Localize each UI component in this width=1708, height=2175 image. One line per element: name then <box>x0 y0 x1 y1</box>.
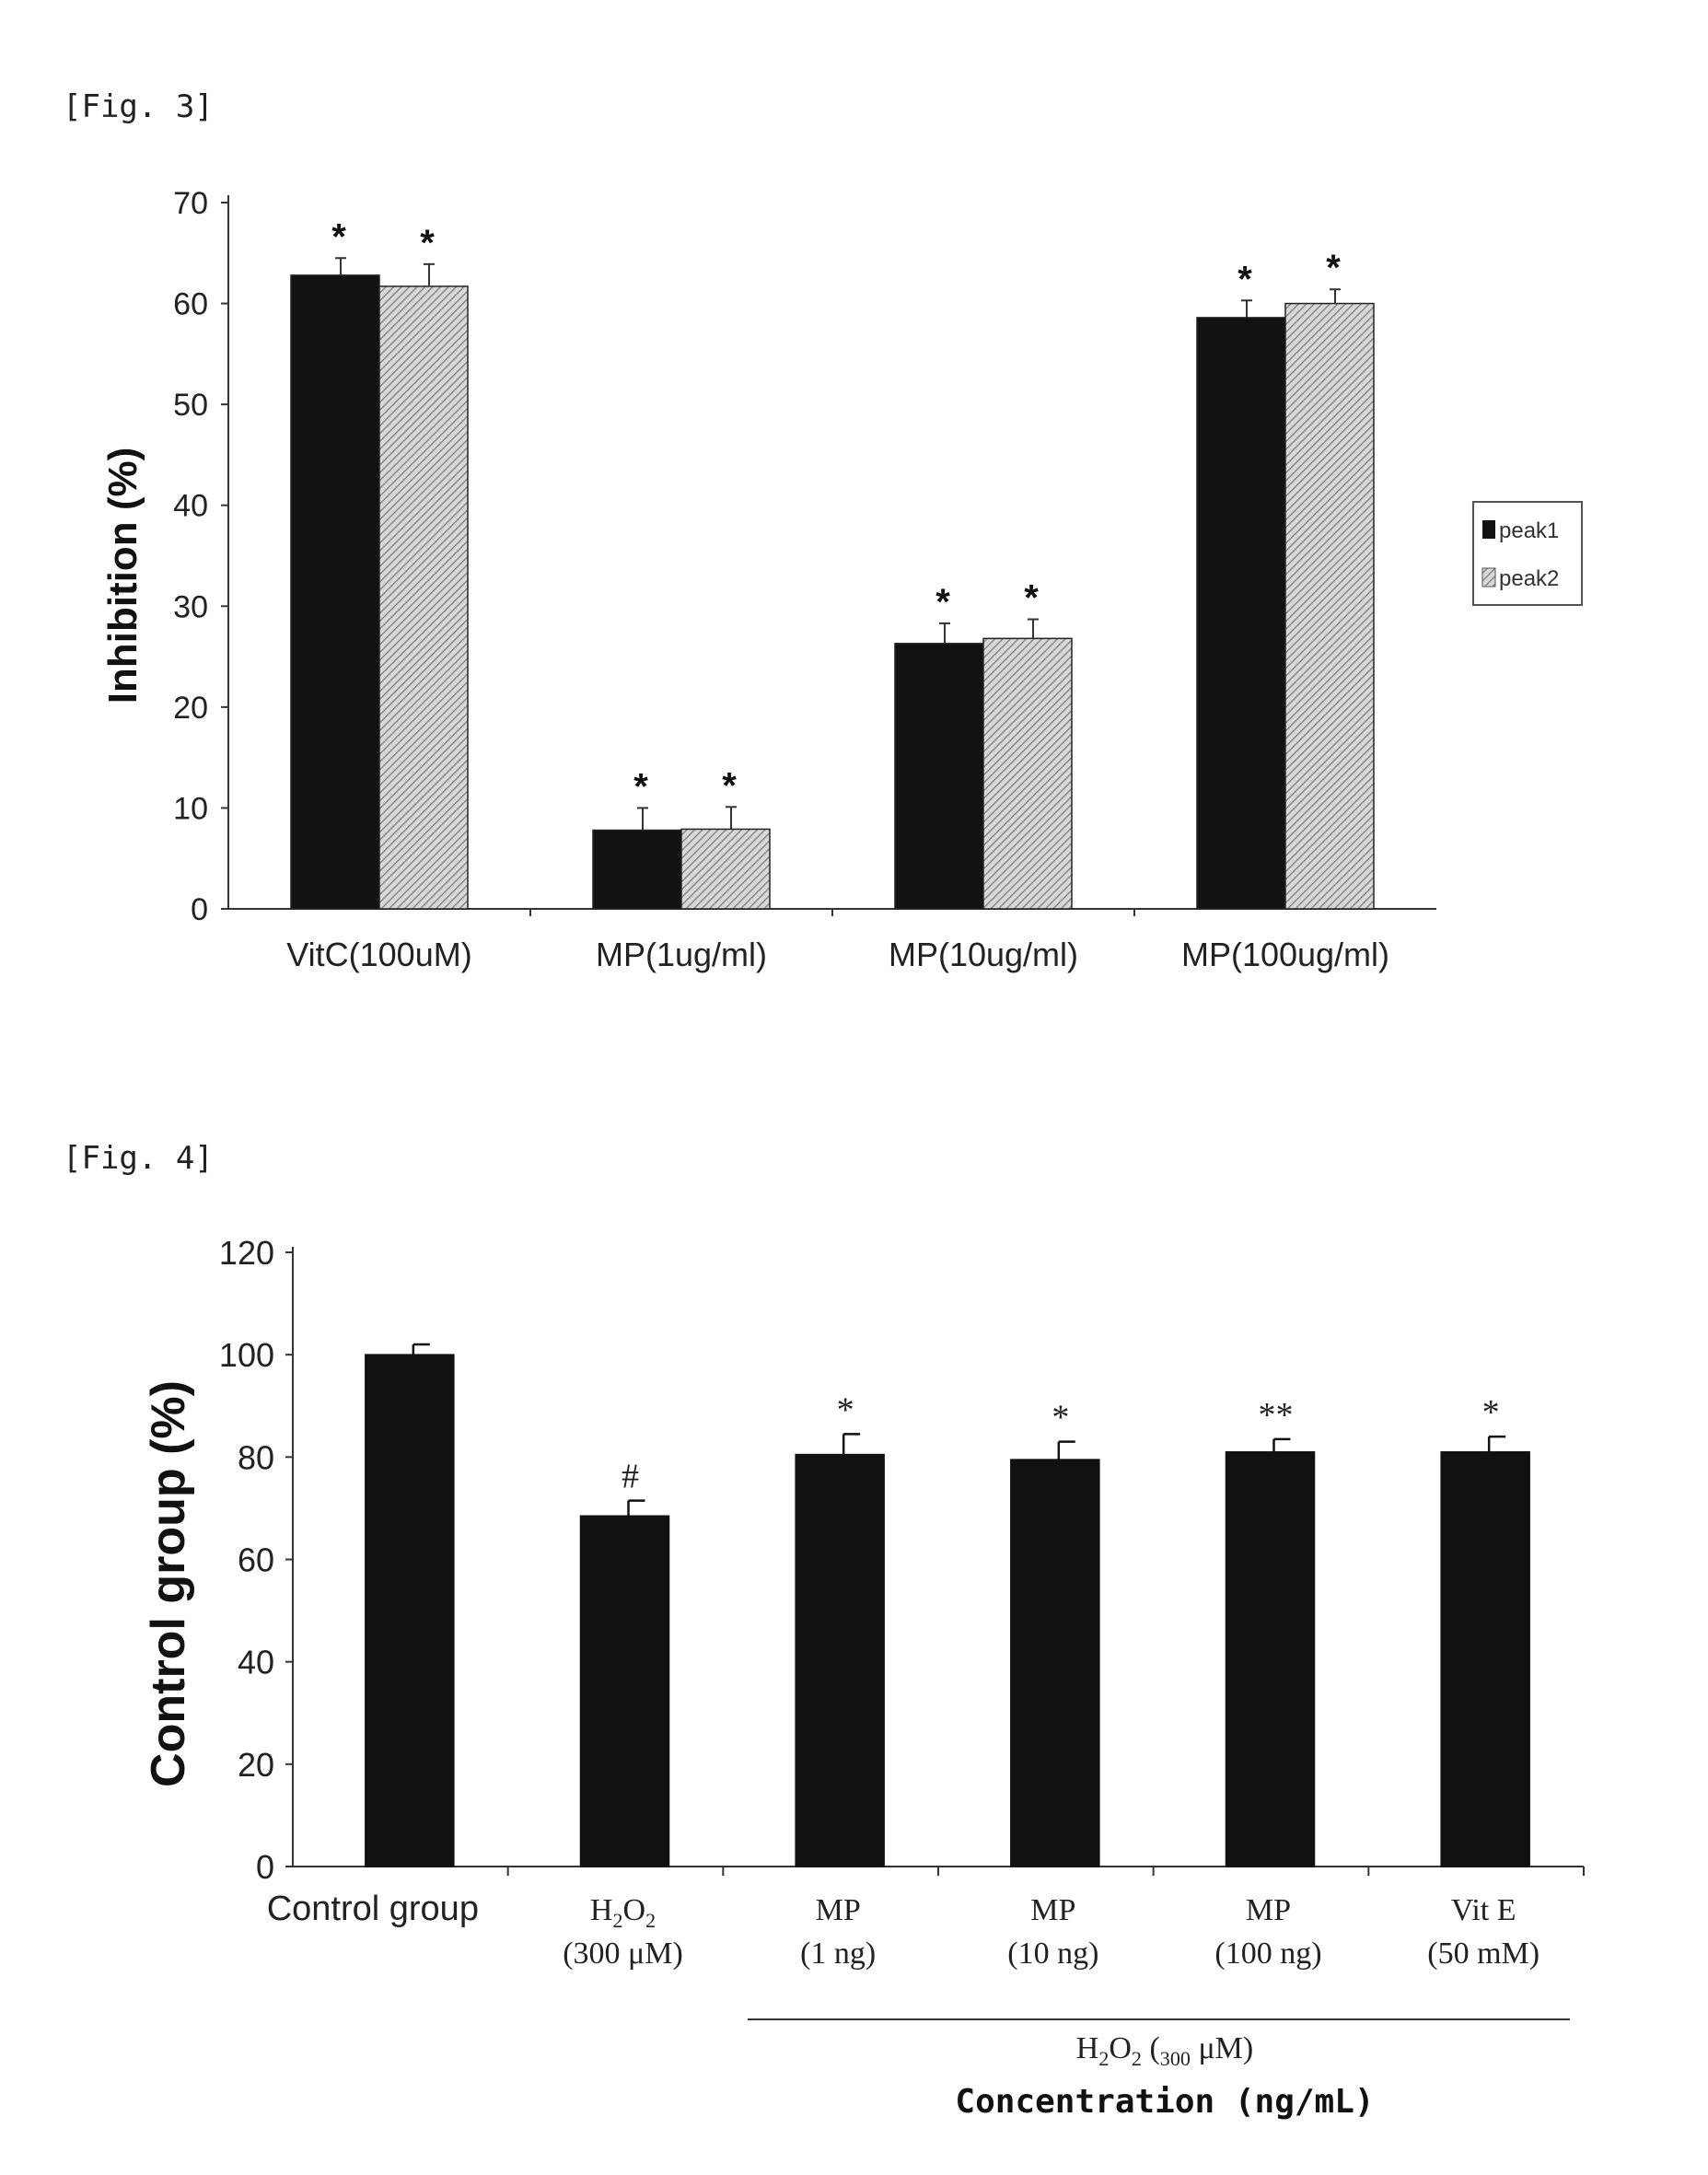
legend-label-peak2: peak2 <box>1499 566 1559 591</box>
fig3-chart: 0 10 20 30 40 50 60 70 VitC(100uM) * * MP(1ug/ml) * *… <box>0 0 1708 1059</box>
fig3-y-tick-label: 10 <box>173 791 208 826</box>
fig3-y-tick-label: 0 <box>191 892 208 927</box>
fig4-bar <box>1226 1452 1315 1867</box>
fig3-significance-mark: * <box>420 223 435 263</box>
fig4-category-sublabel: (1 ng) <box>800 1937 876 1971</box>
fig3-y-tick-label: 50 <box>173 388 208 423</box>
fig3-bar-peak2 <box>681 829 770 909</box>
fig4-group-label: H2​O2​ (300​ μM) <box>1076 2031 1253 2070</box>
fig3-y-axis-label: Inhibition (%) <box>100 448 145 704</box>
fig3-significance-mark: * <box>1326 248 1341 288</box>
fig3-category-label: MP(10ug/ml) <box>889 936 1078 973</box>
fig4-category-label: Control group <box>267 1890 479 1928</box>
fig3-significance-mark: * <box>935 582 950 622</box>
fig3-bar-peak2 <box>379 286 468 909</box>
fig4-bar <box>581 1516 669 1867</box>
fig4-bar <box>796 1455 884 1867</box>
fig4-category-label: Vit E <box>1451 1893 1516 1927</box>
legend-label-peak1: peak1 <box>1499 518 1559 543</box>
fig3-y-tick-label: 70 <box>173 186 208 221</box>
fig3-category-label: MP(1ug/ml) <box>596 936 767 973</box>
fig4-y-tick-label: 120 <box>219 1234 274 1272</box>
fig4-category-sublabel: (300 μM) <box>563 1937 683 1971</box>
fig4-chart: 0 20 40 60 80 100 120 Control group # H2​O2​ (300 … <box>0 1197 1708 2146</box>
fig4-category-label: MP <box>816 1893 861 1927</box>
fig4-category-sublabel: (100 ng) <box>1214 1937 1321 1971</box>
fig3-y-tick-label: 40 <box>173 489 208 524</box>
legend-swatch-peak1 <box>1482 520 1495 539</box>
fig3-bar-peak1 <box>291 275 379 909</box>
fig3-bar-peak1 <box>1197 318 1285 909</box>
fig4-y-tick-label: 80 <box>238 1438 274 1476</box>
fig4-category-label: MP <box>1030 1893 1075 1927</box>
fig4-category-sublabel: (10 ng) <box>1007 1937 1098 1971</box>
fig4-x-axis-label: Concentration (ng/mL) <box>955 2083 1374 2121</box>
fig4-y-tick-label: 20 <box>238 1746 274 1784</box>
fig3-significance-mark: * <box>633 766 648 807</box>
fig4-y-tick-label: 60 <box>238 1541 274 1579</box>
fig4-bar <box>1011 1460 1099 1867</box>
legend-swatch-peak2 <box>1482 568 1495 587</box>
fig4-significance-mark: # <box>622 1458 639 1496</box>
fig4-significance-mark: * <box>837 1390 854 1429</box>
fig3-bar-peak2 <box>1285 304 1374 909</box>
fig3-category-label: VitC(100uM) <box>286 936 471 973</box>
fig3-legend: peak1 peak2 <box>1473 502 1582 605</box>
fig3-significance-mark: * <box>331 216 346 257</box>
fig4-significance-mark: * <box>1052 1399 1069 1437</box>
fig4-significance-mark: * <box>1482 1393 1500 1432</box>
fig3-bar-peak1 <box>593 831 681 909</box>
fig3-significance-mark: * <box>1237 259 1252 299</box>
fig4-bar <box>366 1355 454 1867</box>
fig4-y-tick-label: 0 <box>256 1848 274 1886</box>
fig3-y-tick-label: 30 <box>173 589 208 624</box>
fig4-label: [Fig. 4] <box>63 1140 214 1177</box>
fig4-y-axis-label: Control group (%) <box>142 1380 195 1787</box>
fig4-y-tick-label: 40 <box>238 1644 274 1681</box>
fig3-bar-peak2 <box>983 638 1072 909</box>
fig3-significance-mark: * <box>1024 578 1039 619</box>
fig4-significance-mark: ** <box>1259 1396 1294 1435</box>
fig3-bar-peak1 <box>895 644 983 909</box>
fig3-category-label: MP(100ug/ml) <box>1181 936 1389 973</box>
fig3-significance-mark: * <box>722 765 737 806</box>
fig4-y-tick-label: 100 <box>219 1336 274 1374</box>
fig4-category-sublabel: (50 mM) <box>1427 1937 1540 1971</box>
fig4-bar <box>1441 1452 1529 1867</box>
fig4-category-label: H2​O2​ <box>590 1893 656 1932</box>
fig3-y-tick-label: 20 <box>173 691 208 726</box>
fig4-category-label: MP <box>1246 1893 1291 1927</box>
fig3-y-tick-label: 60 <box>173 287 208 322</box>
